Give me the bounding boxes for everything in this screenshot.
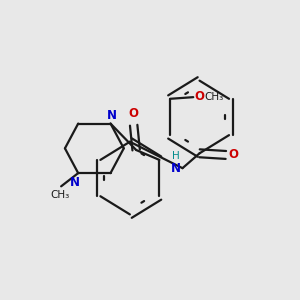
Text: N: N <box>171 162 181 175</box>
Text: H: H <box>172 151 180 161</box>
Text: O: O <box>129 107 139 120</box>
Text: CH₃: CH₃ <box>204 92 224 101</box>
Text: O: O <box>194 90 205 103</box>
Text: N: N <box>70 176 80 189</box>
Text: CH₃: CH₃ <box>50 190 69 200</box>
Text: N: N <box>107 109 117 122</box>
Text: O: O <box>228 148 238 161</box>
